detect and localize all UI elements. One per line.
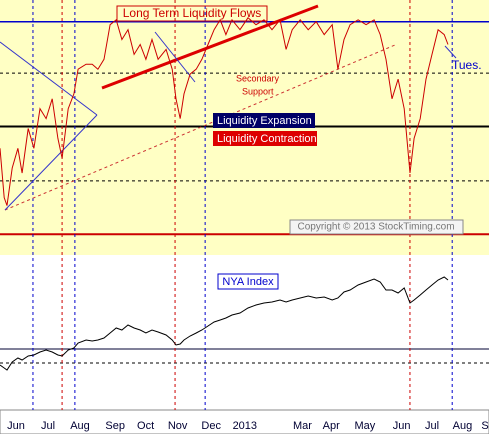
x-axis-strip: [0, 409, 489, 434]
x-tick-label: Jun: [7, 420, 25, 432]
x-tick-label: Apr: [323, 420, 340, 432]
title-box: [116, 5, 268, 22]
x-tick-label: Jul: [41, 420, 55, 432]
triangle-line: [4, 114, 98, 211]
x-tick-label: Aug: [453, 420, 473, 432]
zone-label: Liquidity Expansion: [217, 115, 312, 127]
chart-title: Long Term Liquidity Flows: [123, 6, 262, 20]
x-tick-label: Jul: [425, 420, 439, 432]
triangle-line: [0, 41, 98, 116]
legend-box: [213, 131, 317, 146]
x-tick-label: 2013: [233, 420, 257, 432]
series-line: [0, 17, 449, 206]
legend-label: NYA Index: [222, 276, 274, 288]
x-tick-label: Dec: [201, 420, 221, 432]
x-tick-label: Aug: [70, 420, 90, 432]
source-box: [289, 219, 464, 235]
x-tick-label: Nov: [168, 420, 188, 432]
zone-label: Liquidity Contraction: [217, 133, 317, 145]
plot: [0, 17, 449, 371]
annotation: Tues.: [452, 58, 482, 72]
x-tick-label: Mar: [293, 420, 312, 432]
support-line: [4, 44, 396, 211]
triangle-line: [154, 31, 196, 83]
x-tick-label: Oct: [137, 420, 154, 432]
legend-box: [217, 273, 279, 290]
pointer-line: [444, 45, 457, 59]
annotation: Secondary: [236, 73, 280, 83]
x-tick-label: Sep: [105, 420, 125, 432]
legend-box: [213, 113, 315, 128]
x-tick-label: May: [354, 420, 375, 432]
x-tick-label: S: [481, 420, 488, 432]
series-line: [0, 276, 449, 371]
reference-lines: [0, 0, 489, 410]
annotation: Support: [242, 86, 274, 96]
source: Copyright © 2013 StockTiming.com: [297, 222, 454, 233]
trend-line: [101, 4, 319, 90]
x-tick-label: Jun: [393, 420, 411, 432]
